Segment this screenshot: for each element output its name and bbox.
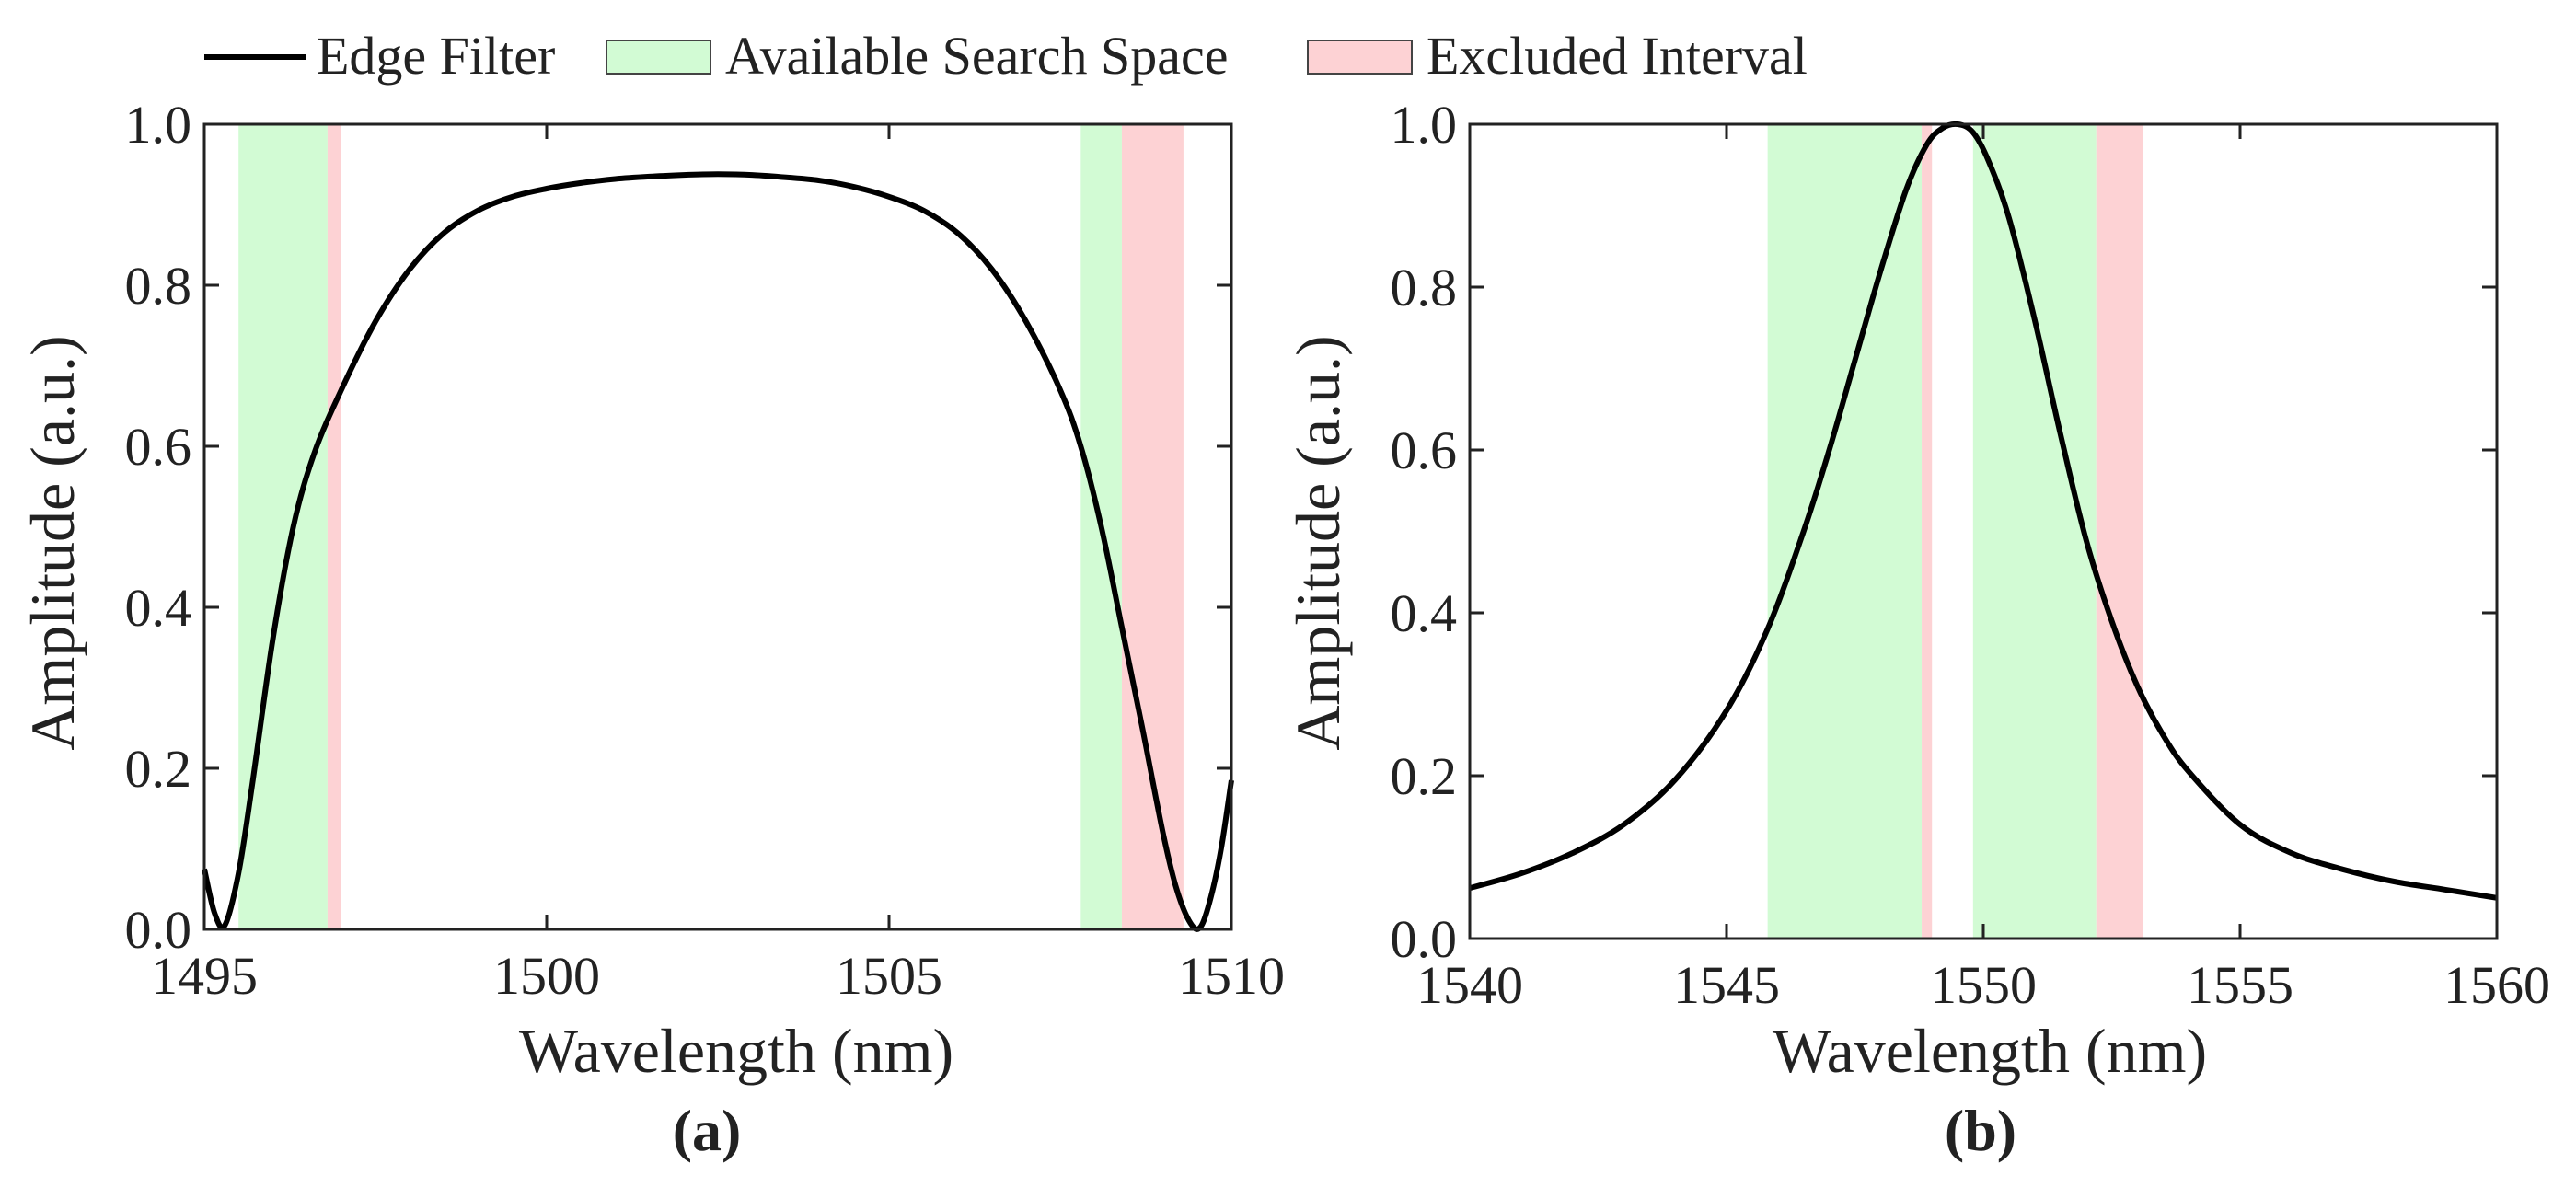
- panel-a-xtick-label: 1495: [151, 946, 258, 1006]
- panel-a-ytick-label: 0.0: [125, 900, 192, 960]
- panel-a-xtick-label: 1505: [836, 946, 942, 1006]
- panel-a-axes: [202, 122, 1233, 931]
- panel-b-xlabel: Wavelength (nm): [1773, 1016, 2207, 1086]
- panel-a-ytick-label: 0.8: [125, 256, 192, 316]
- panel-a-label: (a): [673, 1098, 742, 1163]
- panel-b-band-available-1: [1767, 124, 1923, 939]
- panel-b-bands: [1767, 124, 2143, 939]
- panel-b-label: (b): [1945, 1098, 2016, 1163]
- panel-b-xtick-label: 1545: [1673, 955, 1780, 1015]
- legend-label-edge-filter: Edge Filter: [317, 26, 555, 86]
- panel-a-ytick-label: 0.2: [125, 739, 192, 799]
- panel-b-ytick-label: 1.0: [1391, 95, 1458, 155]
- legend-swatch-excluded: [1307, 40, 1413, 75]
- panel-a-ytick-label: 0.4: [125, 578, 192, 638]
- panel-a-curve-group: [202, 171, 1234, 932]
- panel-a: 1495 1500 1505 1510 0.0 0.2 0.4 0.6 0.8 1.0 Wavel…: [17, 95, 1285, 1163]
- panel-b-ytick-label: 0.8: [1391, 258, 1458, 317]
- panel-b-xtick-label: 1560: [2443, 955, 2550, 1015]
- panel-a-frame: [202, 122, 1233, 931]
- panel-b-curve-edge-filter: [1469, 121, 2498, 901]
- legend-item-excluded-interval: Excluded Interval: [1307, 26, 1808, 86]
- panel-b-xtick-label: 1550: [1930, 955, 2037, 1015]
- panel-b-ticks: 1540 1545 1550 1555 1560 0.0 0.2 0.4 0.6 0.8 1.0: [1391, 95, 2551, 1015]
- panel-a-ylabel: Amplitude (a.u.): [17, 335, 87, 750]
- panel-b-band-excluded-2: [1922, 124, 1933, 939]
- panel-a-ytick-label: 1.0: [125, 95, 192, 155]
- legend-label-excluded: Excluded Interval: [1427, 26, 1808, 86]
- legend-swatch-available: [606, 40, 711, 75]
- panel-a-xtick-label: 1510: [1178, 946, 1285, 1006]
- panel-a-curve-edge-filter: [202, 171, 1234, 932]
- legend-item-available-search-space: Available Search Space: [606, 26, 1228, 86]
- panel-a-band-excluded-2: [327, 124, 341, 929]
- panel-a-band-available-1: [238, 124, 328, 929]
- panel-a-xlabel: Wavelength (nm): [519, 1016, 953, 1086]
- panel-b-xtick-label: 1540: [1416, 955, 1523, 1015]
- panel-a-ticks: 1495 1500 1505 1510 0.0 0.2 0.4 0.6 0.8 1.0: [125, 95, 1286, 1006]
- legend: Edge Filter Available Search Space Exclu…: [204, 26, 1808, 86]
- panel-a-band-excluded-4: [1121, 124, 1184, 929]
- panel-b-ytick-label: 0.4: [1391, 583, 1458, 643]
- panel-a-bands: [238, 124, 1184, 929]
- panel-b-band-excluded-4: [2096, 124, 2143, 939]
- panel-a-xtick-label: 1500: [493, 946, 600, 1006]
- legend-label-available: Available Search Space: [725, 26, 1228, 86]
- panel-b-curve-group: [1469, 121, 2498, 901]
- panel-b-xtick-label: 1555: [2187, 955, 2293, 1015]
- panel-a-ytick-label: 0.6: [125, 417, 192, 477]
- panel-b: 1540 1545 1550 1555 1560 0.0 0.2 0.4 0.6 0.8 1.0 W…: [1283, 95, 2550, 1163]
- panel-b-ylabel: Amplitude (a.u.): [1283, 335, 1353, 750]
- legend-item-edge-filter: Edge Filter: [204, 26, 555, 86]
- panel-b-ytick-label: 0.0: [1391, 909, 1458, 969]
- panel-b-band-available-3: [1972, 124, 2097, 939]
- panel-b-ytick-label: 0.2: [1391, 746, 1458, 806]
- panel-b-ytick-label: 0.6: [1391, 421, 1458, 480]
